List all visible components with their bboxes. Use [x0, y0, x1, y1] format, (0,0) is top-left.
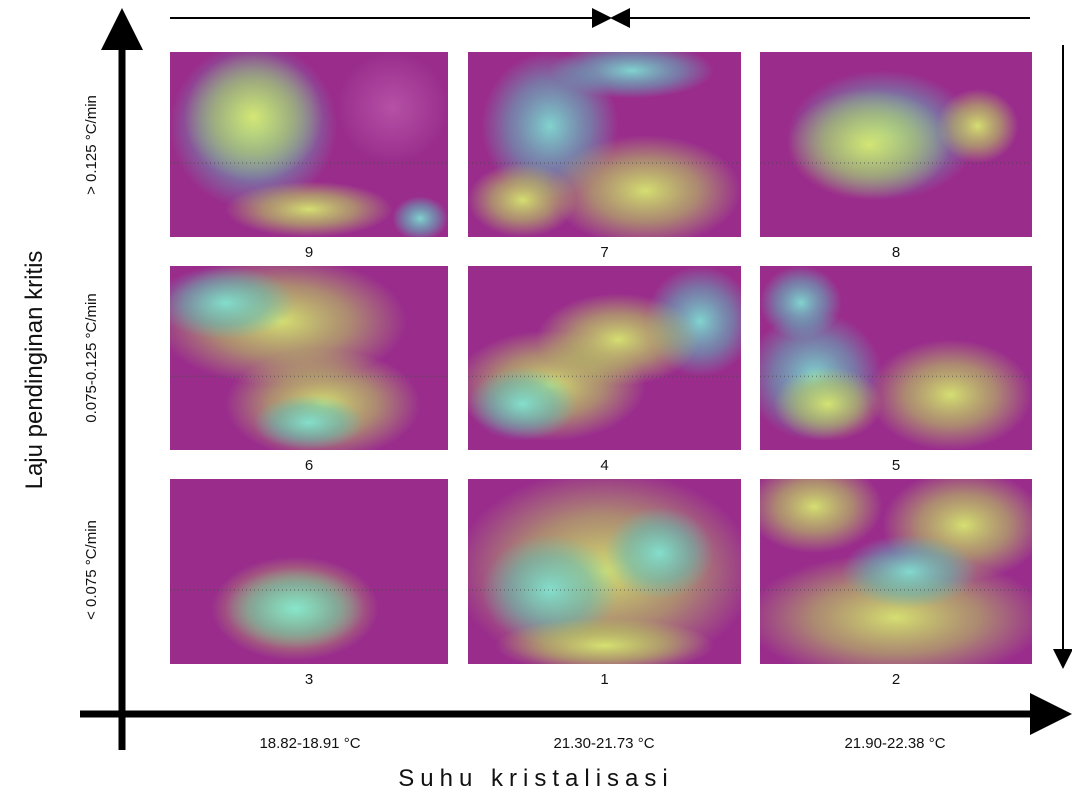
crystal-region — [787, 89, 950, 200]
crystal-region — [468, 163, 577, 237]
micrograph: 2 — [746, 461, 1045, 689]
row-label: 0.075-0.125 °C/min — [83, 293, 100, 422]
micrograph: 7 — [468, 43, 741, 261]
x-axis-title: Suhu kristalisasi — [398, 765, 673, 792]
column-label: 18.82-18.91 °C — [259, 735, 360, 752]
micrograph: 8 — [760, 52, 1032, 261]
crystal-region — [550, 135, 741, 246]
panel-label: 3 — [305, 671, 313, 688]
crystal-region — [184, 52, 323, 182]
crystal-region — [536, 294, 700, 386]
crystal-region — [495, 618, 713, 674]
crystal-region — [746, 461, 882, 554]
micrograph-image — [170, 43, 448, 241]
crystal-region — [869, 340, 1032, 450]
crystal-region — [226, 182, 393, 238]
crystal-region — [253, 395, 364, 450]
micrograph-image — [760, 52, 1032, 237]
crystal-region — [550, 43, 714, 99]
micrograph-grid: 9 7 8 6 4 5 3 1 2 — [156, 43, 1046, 688]
micrograph-image — [468, 43, 741, 247]
y-axis-title: Laju pendinginan kritis — [21, 251, 48, 490]
crystal-region — [226, 568, 365, 649]
panel-label: 5 — [892, 457, 900, 474]
micrograph: 1 — [454, 470, 754, 688]
crystal-region — [774, 367, 883, 441]
micrograph: 5 — [746, 266, 1032, 474]
micrograph: 6 — [156, 257, 448, 474]
micrograph: 3 — [170, 479, 448, 688]
crystal-region — [468, 367, 577, 441]
panel-label: 2 — [892, 671, 900, 688]
crystal-region — [760, 266, 842, 340]
panel-label: 1 — [600, 671, 608, 688]
row-label: < 0.075 °C/min — [83, 520, 100, 620]
panel-label: 9 — [305, 244, 313, 261]
micrograph: 4 — [454, 266, 754, 474]
crystal-region — [842, 535, 978, 609]
panel-label: 7 — [600, 244, 608, 261]
micrograph-image — [454, 470, 754, 674]
crystal-region — [937, 89, 1019, 163]
panel-label: 4 — [600, 457, 608, 474]
column-label: 21.30-21.73 °C — [553, 735, 654, 752]
crystal-region — [392, 196, 448, 240]
row-label: > 0.125 °C/min — [83, 95, 100, 195]
crystal-region — [156, 266, 295, 340]
micrograph-image — [746, 266, 1032, 450]
panel-label: 6 — [305, 457, 313, 474]
micrograph-image — [746, 461, 1045, 683]
panel-label: 8 — [892, 244, 900, 261]
micrograph-image — [454, 266, 754, 450]
crystal-region — [337, 52, 448, 163]
column-label: 21.90-22.38 °C — [844, 735, 945, 752]
micrograph-image — [156, 257, 448, 459]
micrograph-image — [170, 479, 448, 664]
micrograph: 9 — [170, 43, 448, 261]
crystal-region — [605, 507, 714, 600]
figure: 9 7 8 6 4 5 3 1 2 Laju pendinginan kritis Suhu k… — [0, 0, 1072, 792]
